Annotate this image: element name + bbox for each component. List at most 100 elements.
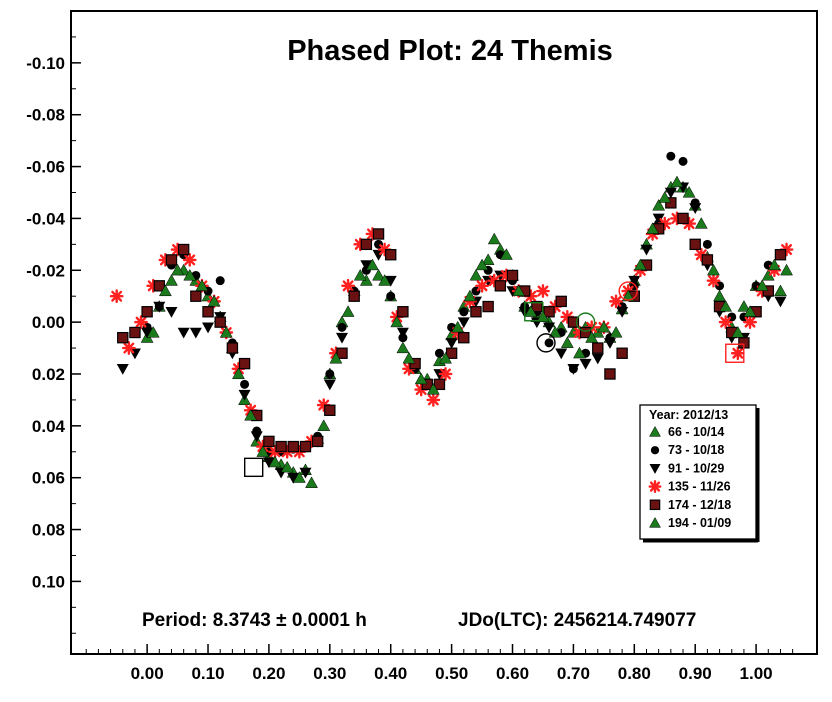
x-tick-label: 0.80 [618,664,651,683]
data-point [177,243,190,256]
data-point [238,357,251,370]
data-point [678,156,688,166]
data-point [146,325,160,338]
data-point [311,435,324,448]
data-point [287,440,299,453]
footer-period: Period: 8.3743 ± 0.0001 h [142,610,367,631]
data-point [445,347,458,359]
highlight-point [618,281,638,301]
data-point [548,325,562,338]
data-point [621,289,635,302]
data-point [434,348,444,358]
legend: Year: 2012/13 66 - 10/14 73 - 10/18 91 - 1… [639,404,760,543]
data-point [378,274,392,286]
legend-box [639,404,757,540]
data-point [579,358,592,370]
data-point [409,357,421,370]
data-point [202,306,214,318]
data-point [646,222,660,234]
data-point [195,279,209,291]
data-point [325,369,335,379]
data-point [499,248,513,260]
data-point [438,367,453,381]
legend-entry-label: 66 - 10/14 [668,425,724,439]
data-point [262,457,275,469]
data-point [336,347,348,359]
data-point [731,325,745,338]
data-point [337,322,347,332]
data-point [360,260,373,272]
data-point [153,301,166,313]
data-point [238,389,251,401]
data-point [305,476,318,488]
highlight-point [536,333,556,353]
data-point [616,306,629,318]
data-point [165,254,178,266]
data-point [730,346,745,361]
highlight-point [243,457,264,478]
data-point [459,307,469,317]
x-tick-label: 1.00 [740,664,773,683]
data-point [214,316,226,328]
data-point [116,363,129,375]
y-tick-label: -0.04 [26,209,65,228]
data-point [616,347,628,359]
legend-marker [650,446,660,455]
data-point [263,435,275,448]
data-point [640,244,653,256]
data-series [109,151,794,488]
x-tick-label: 0.70 [557,664,590,683]
data-point [682,185,696,198]
data-point [702,239,712,249]
x-tick-label: 0.30 [313,664,346,683]
data-point [421,378,433,391]
data-point [609,294,623,309]
legend-marker [649,425,661,437]
data-point [323,379,336,391]
data-point [190,290,202,302]
x-tick-label: 0.00 [131,664,164,683]
plot-area-frame [70,10,818,655]
data-point [384,275,397,287]
data-point [317,419,331,431]
data-point [743,315,757,330]
data-point [633,258,647,271]
data-point [707,263,720,276]
data-point [719,300,733,312]
data-point [494,280,507,292]
data-point [713,289,726,302]
y-tick-label: 0.10 [32,572,65,591]
data-point [755,279,769,291]
data-point [543,322,556,334]
data-point [604,368,616,380]
legend-entry-label: 135 - 11/26 [668,480,731,494]
data-point [737,300,751,312]
data-point [780,263,793,276]
data-point [109,289,124,304]
data-point [536,284,550,298]
data-point [353,268,367,281]
data-point [445,338,458,349]
data-point [555,295,567,308]
data-point [585,331,599,343]
data-point [341,305,355,317]
x-tick-label: 0.40 [374,664,407,683]
data-point [718,315,733,330]
legend-entry-label: 73 - 10/18 [668,443,724,457]
data-point [670,175,684,188]
data-point [177,327,190,339]
data-point [324,404,336,416]
data-point [414,372,428,385]
data-point [767,258,781,271]
legend-entry-label: 194 - 01/09 [668,516,731,530]
data-point [183,268,197,281]
data-point [299,467,312,479]
data-point [397,306,409,318]
data-point [506,269,519,282]
y-tick-label: -0.02 [26,261,65,280]
data-point [706,273,721,288]
data-point [141,306,153,318]
data-point [396,327,409,339]
x-tick-label: 0.60 [496,664,529,683]
